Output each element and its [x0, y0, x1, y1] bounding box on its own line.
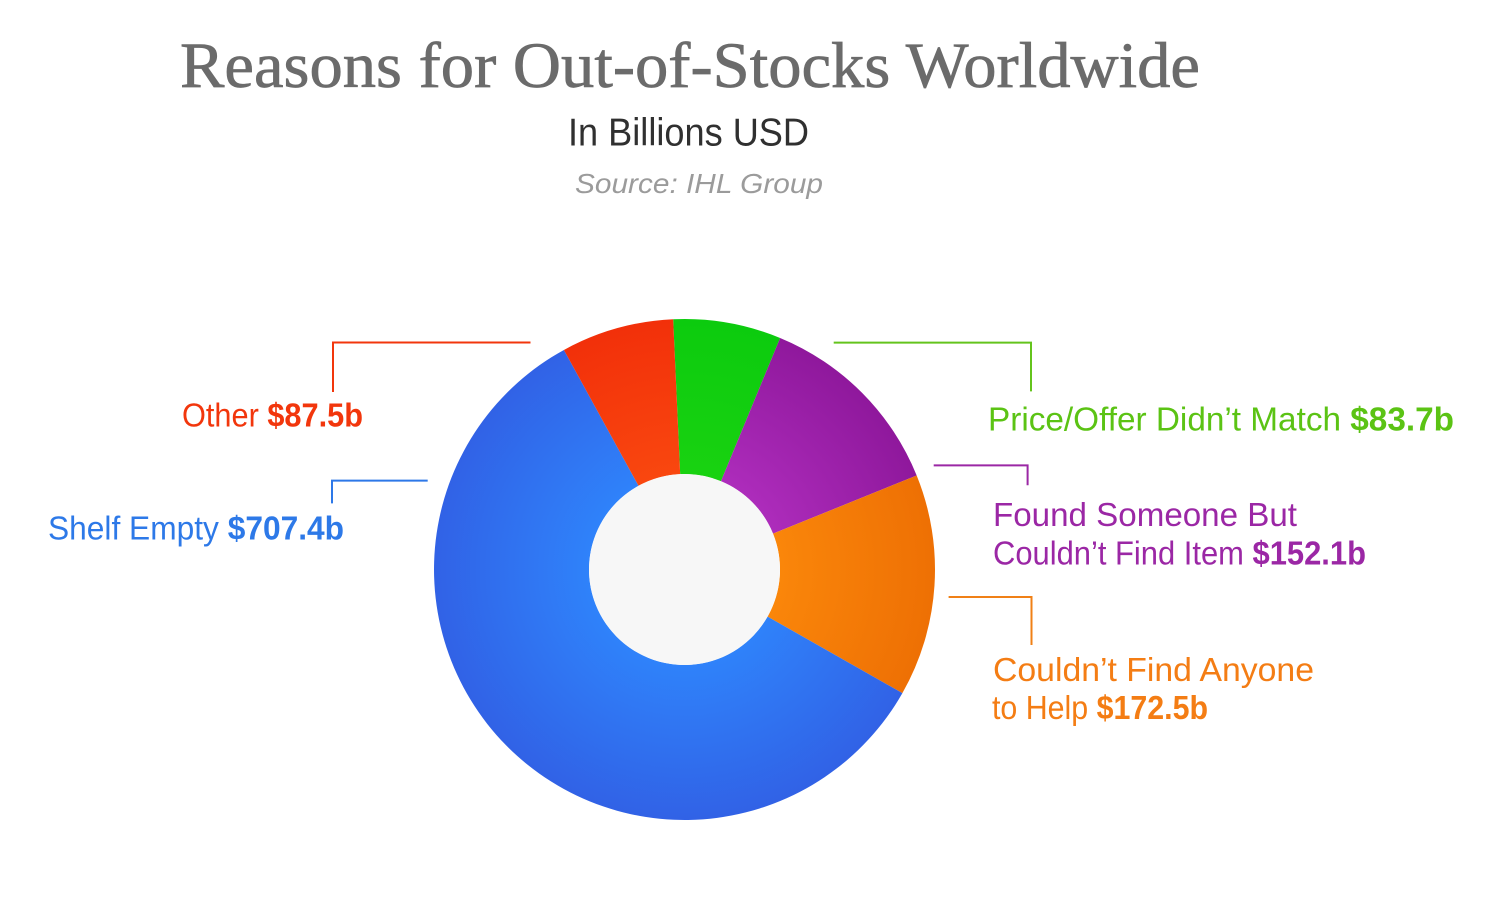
svg-text:to Help $172.5b: to Help $172.5b	[992, 689, 1208, 726]
svg-text:Shelf Empty $707.4b: Shelf Empty $707.4b	[48, 509, 344, 546]
svg-text:Price/Offer Didn’t Match $83.7: Price/Offer Didn’t Match $83.7b	[988, 401, 1454, 438]
svg-text:Couldn’t Find Anyone: Couldn’t Find Anyone	[993, 651, 1314, 688]
svg-text:Source: IHL Group: Source: IHL Group	[575, 168, 823, 199]
svg-text:In Billions USD: In Billions USD	[568, 112, 809, 155]
svg-text:Other $87.5b: Other $87.5b	[182, 397, 363, 434]
svg-text:Found Someone But: Found Someone But	[993, 496, 1297, 533]
svg-text:Couldn’t Find Item $152.1b: Couldn’t Find Item $152.1b	[993, 534, 1366, 571]
svg-text:Reasons for Out-of-Stocks Worl: Reasons for Out-of-Stocks Worldwide	[180, 30, 1200, 102]
